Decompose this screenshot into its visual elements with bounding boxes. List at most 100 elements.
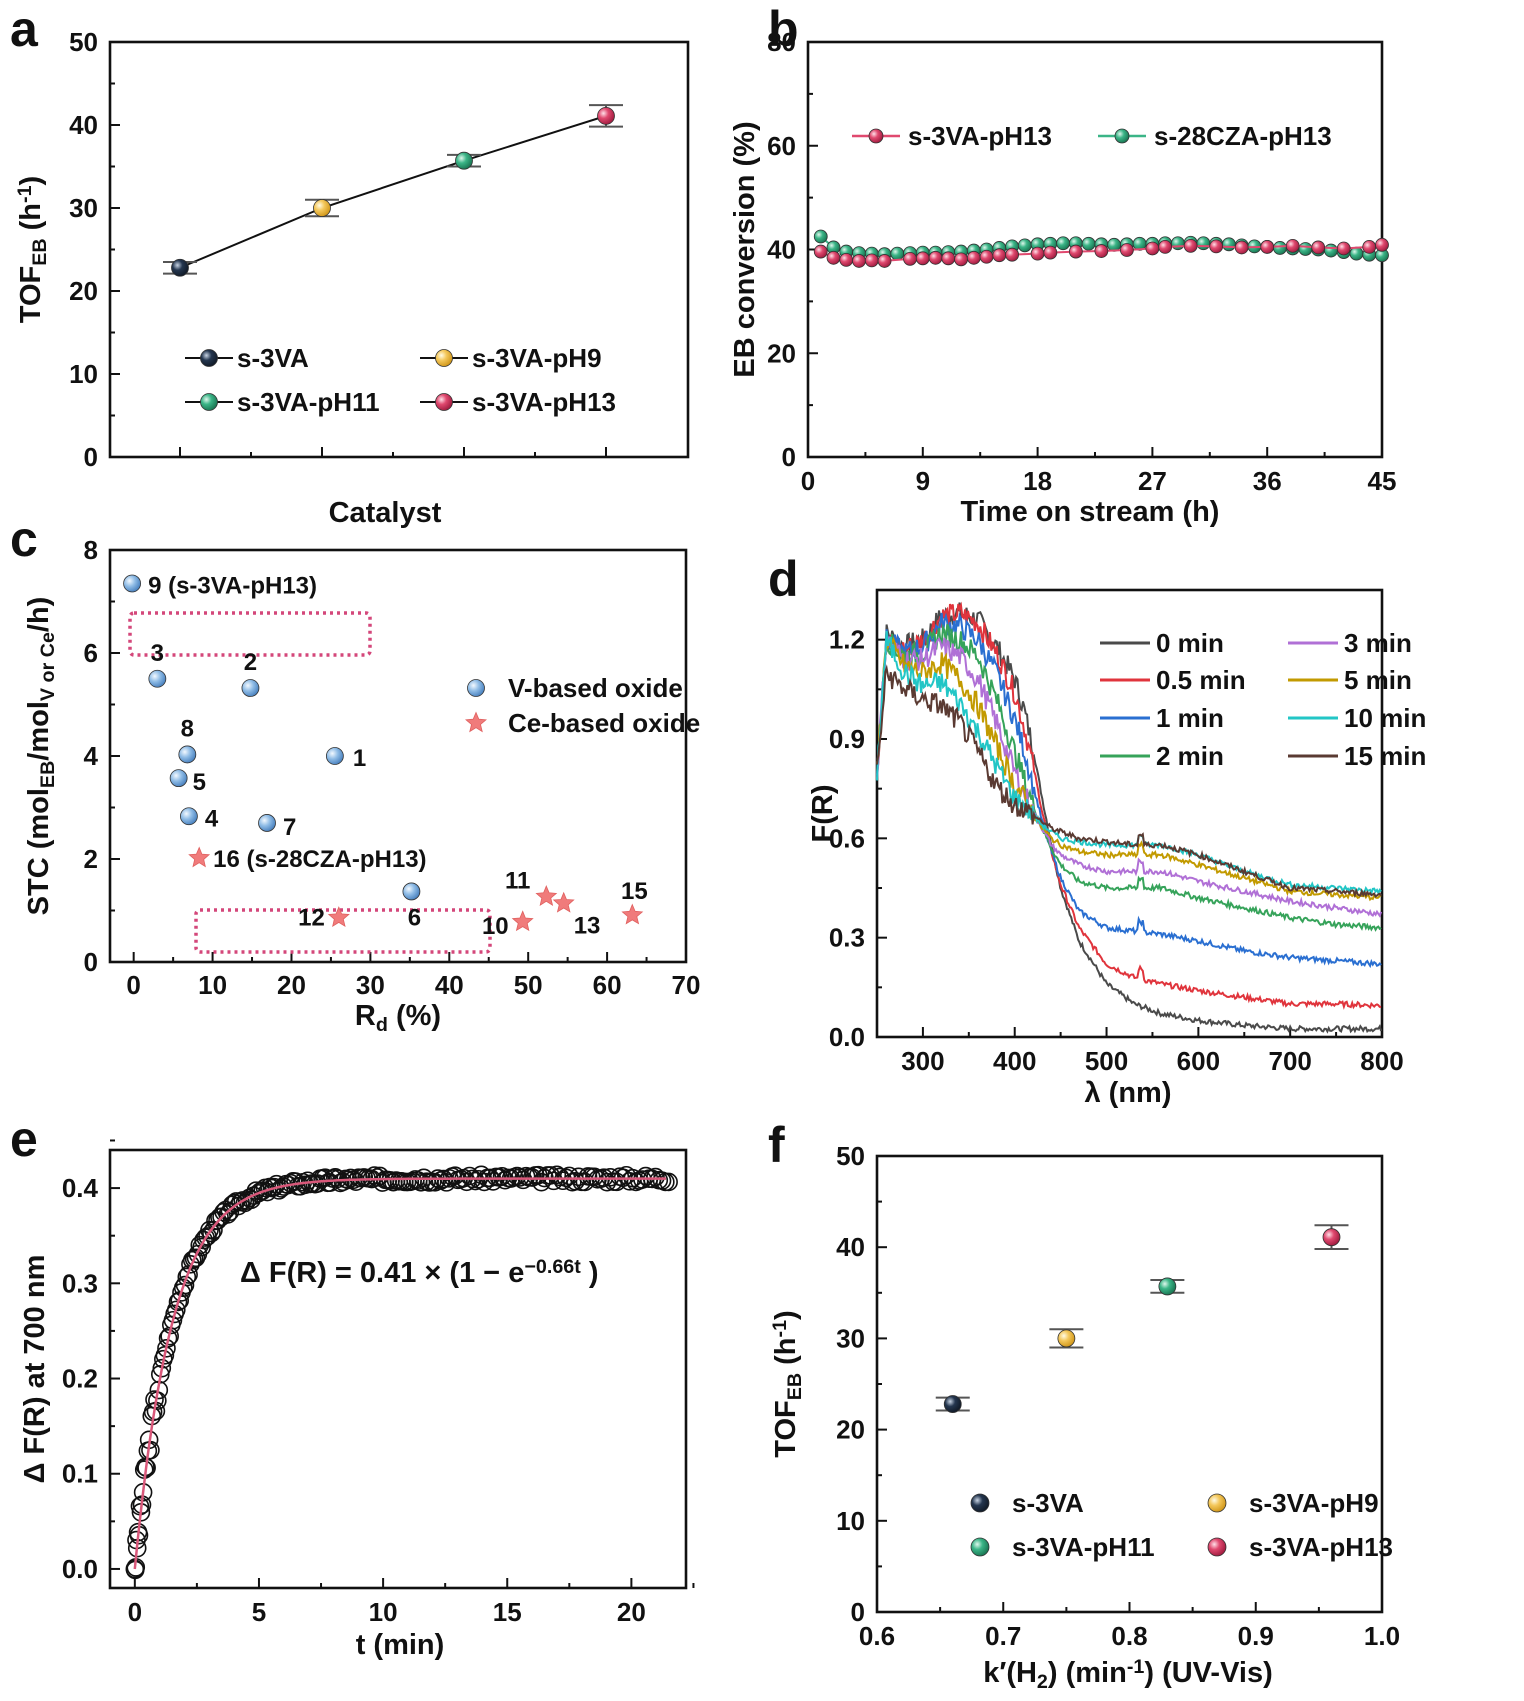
e-data-point (620, 1172, 639, 1191)
a-point-s-3VA-pH13 (597, 106, 615, 125)
c-ytick-label: 4 (84, 741, 99, 771)
a-legend-label: s-3VA (237, 343, 309, 373)
b-point-s-3VA-pH13 (928, 250, 943, 265)
b-point-s-3VA-pH13 (1234, 240, 1249, 255)
b-point-s-28CZA-pH13 (1196, 236, 1211, 251)
f-point-s-3VA-pH11 (1158, 1277, 1177, 1296)
e-equation: Δ F(R) = 0.41 × (1 − e−0.66t ) (240, 1256, 599, 1289)
d-legend-label: 3 min (1344, 628, 1412, 658)
c-ytick-label: 2 (84, 844, 98, 874)
b-point-s-3VA-pH13 (1285, 238, 1300, 253)
e-data-point (547, 1165, 567, 1185)
a-ytick-label: 30 (69, 193, 98, 223)
b-point-s-3VA-pH13 (1311, 240, 1326, 255)
c-v-point-label: 9 (s-3VA-pH13) (148, 572, 317, 599)
b-point-s-28CZA-pH13 (1056, 236, 1071, 251)
d-series-line-3-min (876, 636, 1383, 918)
e-data-point (445, 1166, 465, 1185)
b-point-s-3VA-pH13 (1375, 237, 1389, 252)
e-data-point (192, 1237, 211, 1257)
d-legend-label: 0 min (1156, 628, 1224, 658)
d-series-line-1-min (876, 612, 1382, 969)
c-v-point-7 (258, 814, 276, 832)
e-data-point (204, 1220, 223, 1240)
e-xtick-label: 15 (493, 1597, 522, 1627)
e-ytick-label: 0.2 (62, 1364, 98, 1394)
c-ce-point-12 (327, 906, 350, 928)
b-ylabel: EB conversion (%) (729, 121, 761, 377)
a-series-line (179, 114, 607, 269)
a-point-s-3VA-pH11 (455, 151, 473, 170)
a-xlabel: Catalyst (329, 497, 442, 529)
c-plot-frame (108, 548, 688, 964)
c-legend-marker-ce (465, 711, 487, 733)
e-data-point (202, 1223, 221, 1243)
e-ytick-label: 0.4 (62, 1173, 99, 1203)
f-ytick-label: 50 (836, 1141, 865, 1171)
d-xtick-label: 800 (1360, 1046, 1403, 1076)
d-legend-label: 5 min (1344, 665, 1412, 695)
a-ytick-label: 50 (69, 27, 98, 57)
a-ytick-label: 40 (69, 110, 98, 140)
b-point-s-28CZA-pH13 (1171, 236, 1185, 251)
e-data-point (483, 1172, 503, 1191)
e-xtick-label: 5 (252, 1597, 266, 1627)
d-legend-label: 1 min (1156, 703, 1224, 733)
a-ytick-label: 0 (84, 442, 98, 472)
a-legend-marker (435, 349, 453, 367)
c-v-point-1 (325, 747, 344, 765)
c-xtick-label: 30 (356, 970, 385, 1000)
b-point-s-28CZA-pH13 (1273, 241, 1287, 255)
f-legend-label: s-3VA-pH9 (1249, 1488, 1379, 1518)
b-point-s-3VA-pH13 (915, 251, 930, 266)
b-xtick-label: 0 (801, 466, 815, 496)
b-point-s-3VA-pH13 (1260, 240, 1275, 254)
b-point-s-3VA-pH13 (1068, 244, 1083, 259)
c-xtick-label: 70 (672, 970, 701, 1000)
b-xlabel: Time on stream (h) (961, 496, 1220, 528)
b-point-s-3VA-pH13 (864, 253, 879, 268)
panel-d: d 0.0 0.3 0.6 0.9 1.2 300 400 500 600 700 800 λ (nm)… (768, 551, 1426, 1109)
d-xlabel: λ (nm) (1085, 1077, 1172, 1109)
d-series-line-15-min (876, 664, 1382, 899)
b-xtick-label: 45 (1368, 466, 1397, 496)
e-data-point (532, 1172, 551, 1192)
c-ylabel: STC (molEB/molV or Ce/h) (23, 597, 59, 916)
d-ytick-label: 0.9 (829, 724, 865, 754)
e-xtick-label: 20 (617, 1597, 646, 1627)
panel-letter-f: f (768, 1117, 785, 1173)
e-data-point (175, 1275, 195, 1295)
e-data-point (177, 1267, 197, 1287)
f-legend-label: s-3VA (1012, 1488, 1084, 1518)
f-xtick-label: 1.0 (1364, 1621, 1400, 1651)
c-xtick-label: 10 (198, 970, 227, 1000)
b-point-s-3VA-pH13 (1005, 247, 1019, 262)
e-ytick-label: 0.3 (62, 1268, 98, 1298)
f-legend-label: s-3VA-pH11 (1012, 1532, 1155, 1562)
c-ce-point-label: 13 (574, 912, 601, 939)
c-v-point-label: 7 (283, 814, 296, 841)
c-ce-point-label: 15 (621, 878, 648, 905)
d-ytick-label: 0.0 (829, 1022, 865, 1052)
b-xtick-label: 27 (1138, 466, 1167, 496)
c-ce-point-13 (552, 891, 575, 913)
c-v-point-label: 5 (193, 769, 206, 796)
f-point-s-3VA (943, 1395, 962, 1413)
b-ytick-label: 80 (767, 27, 796, 57)
b-point-s-3VA-pH13 (903, 251, 917, 266)
e-ytick-label: 0.0 (62, 1554, 98, 1584)
f-point-s-3VA-pH13 (1322, 1228, 1341, 1247)
f-legend-marker (1207, 1493, 1227, 1513)
c-v-point-label: 6 (408, 904, 421, 931)
d-series-line-5-min (876, 636, 1382, 902)
b-point-s-28CZA-pH13 (1324, 243, 1338, 258)
c-ce-point-label: 16 (s-28CZA-pH13) (213, 846, 426, 873)
e-ytick-label: 0.1 (62, 1459, 98, 1489)
d-legend-label: 10 min (1344, 703, 1426, 733)
c-v-point-9 (123, 574, 141, 593)
c-v-point-label: 8 (181, 715, 194, 742)
d-ytick-label: 1.2 (829, 625, 865, 655)
b-point-s-3VA-pH13 (1183, 238, 1198, 253)
e-xtick-label: 0 (128, 1597, 142, 1627)
